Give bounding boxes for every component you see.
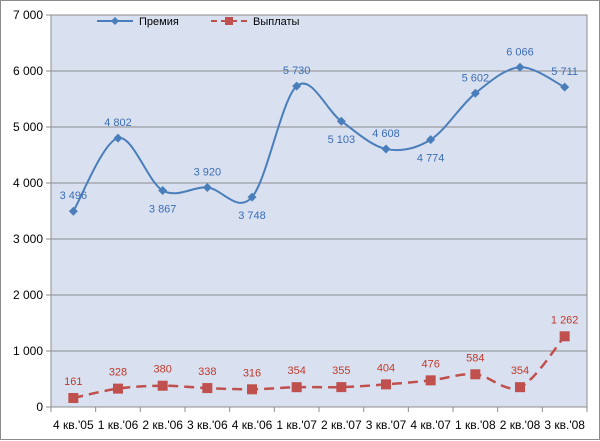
data-label: 4 774	[417, 153, 445, 165]
point-marker	[113, 133, 123, 143]
point-marker	[157, 380, 168, 391]
point-marker	[291, 382, 302, 393]
series-group: 3 496 4 802 3 867 3 920 3 748 5 730 5 103 4 608…	[60, 46, 579, 403]
y-axis: 0 1 000 2 000 3 000 4 000 5 000 6 000 7 000	[13, 8, 51, 414]
x-tick-label: 2 кв.'06	[142, 418, 183, 432]
plot-area	[50, 14, 588, 408]
point-marker	[381, 379, 391, 390]
data-label: 5 103	[328, 134, 356, 146]
y-tick-label: 6 000	[13, 64, 43, 78]
x-tick-label: 4 кв.'06	[232, 418, 273, 432]
point-marker	[336, 382, 347, 393]
y-tick-label: 2 000	[13, 288, 43, 302]
point-marker	[247, 384, 257, 395]
data-label: 380	[153, 364, 171, 376]
x-tick-label: 1 кв.'07	[276, 418, 317, 432]
data-label: 161	[64, 376, 82, 388]
x-tick-label: 3 кв.'06	[187, 418, 228, 432]
x-tick-label: 3 кв.'07	[366, 418, 407, 432]
legend: Премия Выплаты	[97, 16, 300, 28]
point-marker	[68, 392, 79, 403]
y-tick-label: 0	[36, 400, 43, 414]
point-marker	[559, 331, 570, 342]
point-marker	[470, 369, 481, 380]
x-tick-label: 1 кв.'06	[98, 418, 139, 432]
data-label: 1 262	[551, 314, 579, 326]
legend-label: Выплаты	[253, 16, 300, 28]
data-label: 354	[287, 365, 305, 377]
x-axis: 4 кв.'05 1 кв.'06 2 кв.'06 3 кв.'06 4 кв.'06…	[50, 407, 588, 432]
legend-marker	[111, 17, 119, 25]
point-marker	[202, 182, 212, 192]
y-tick-label: 3 000	[13, 232, 43, 246]
point-marker	[381, 144, 391, 154]
y-tick-label: 4 000	[13, 176, 43, 190]
data-label: 4 802	[104, 117, 132, 129]
data-label: 5 711	[551, 66, 578, 78]
data-label: 3 496	[60, 190, 88, 202]
legend-label: Премия	[139, 16, 179, 28]
data-label: 476	[421, 358, 439, 370]
data-label: 3 748	[238, 210, 266, 222]
data-label: 4 608	[372, 128, 400, 140]
data-label: 6 066	[506, 46, 534, 58]
data-label: 404	[377, 362, 395, 374]
data-label: 355	[332, 365, 350, 377]
data-label: 5 602	[462, 72, 490, 84]
point-marker	[470, 88, 480, 98]
x-tick-label: 4 кв.'07	[410, 418, 451, 432]
data-label: 316	[243, 367, 261, 379]
data-label: 3 920	[194, 166, 222, 178]
data-label: 354	[511, 365, 529, 377]
x-tick-label: 1 кв.'08	[455, 418, 496, 432]
point-marker	[113, 383, 123, 394]
data-label: 338	[198, 366, 216, 378]
point-marker	[560, 82, 570, 92]
gridlines	[51, 70, 587, 352]
y-tick-label: 7 000	[13, 8, 43, 22]
data-label: 584	[466, 352, 484, 364]
legend-marker	[225, 17, 233, 25]
x-tick-label: 3 кв.'08	[544, 418, 585, 432]
point-marker	[292, 81, 302, 91]
data-label: 328	[109, 367, 127, 379]
point-marker	[426, 135, 436, 145]
data-label: 3 867	[149, 203, 177, 215]
point-marker	[68, 206, 78, 216]
point-marker	[515, 382, 525, 393]
y-tick-label: 1 000	[13, 344, 43, 358]
x-tick-label: 4 кв.'05	[53, 418, 94, 432]
point-marker	[515, 62, 525, 72]
point-marker	[336, 116, 346, 126]
x-tick-label: 2 кв.'08	[500, 418, 541, 432]
data-label: 5 730	[283, 65, 311, 77]
point-marker	[247, 192, 257, 202]
y-tick-label: 5 000	[13, 120, 43, 134]
point-marker	[158, 185, 168, 195]
point-marker	[202, 383, 213, 394]
point-marker	[425, 375, 436, 386]
x-tick-label: 2 кв.'07	[321, 418, 362, 432]
